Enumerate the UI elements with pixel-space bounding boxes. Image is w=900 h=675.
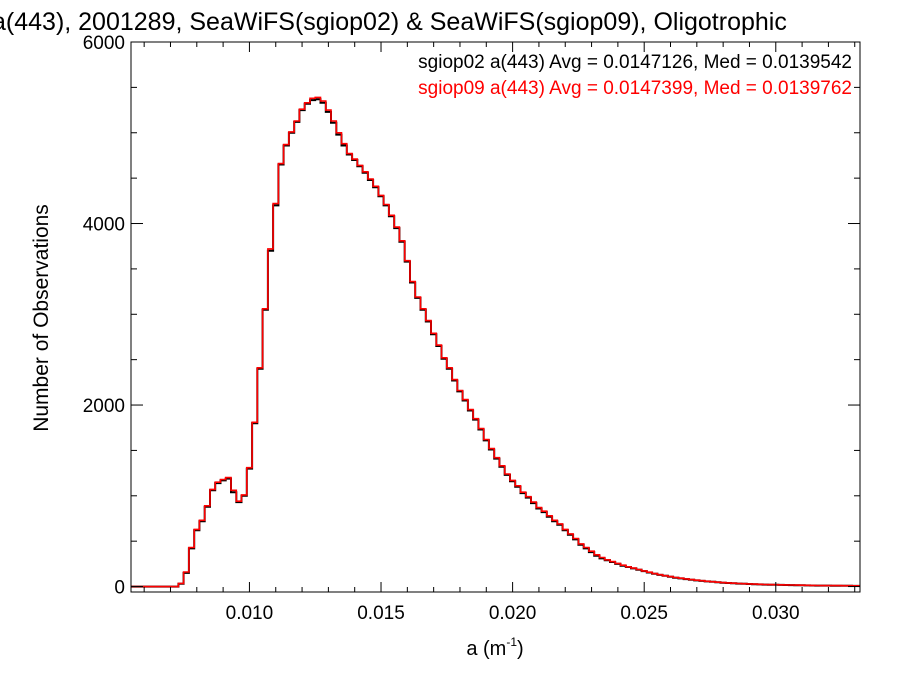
y-tick-label: 0 bbox=[114, 578, 125, 599]
x-axis-label: a (m-1) bbox=[466, 635, 523, 660]
legend-entry-1: sgiop02 a(443) Avg = 0.0147126, Med = 0.… bbox=[418, 52, 852, 73]
x-tick-label: 0.015 bbox=[357, 603, 405, 624]
y-axis: 0 2000 4000 6000 bbox=[83, 33, 860, 599]
x-axis: 0.010 0.015 0.020 0.025 0.030 bbox=[143, 42, 856, 624]
legend-entry-2: sgiop09 a(443) Avg = 0.0147399, Med = 0.… bbox=[418, 78, 852, 99]
series-line-2 bbox=[131, 96, 860, 588]
x-tick-label: 0.030 bbox=[752, 603, 800, 624]
x-tick-label: 0.025 bbox=[620, 603, 668, 624]
x-axis-label-superscript: -1 bbox=[506, 635, 517, 649]
chart-title: a(443), 2001289, SeaWiFS(sgiop02) & SeaW… bbox=[0, 8, 787, 36]
legend: sgiop02 a(443) Avg = 0.0147126, Med = 0.… bbox=[418, 52, 852, 99]
y-tick-label: 6000 bbox=[83, 33, 125, 54]
x-tick-label: 0.020 bbox=[489, 603, 537, 624]
y-axis-label: Number of Observations bbox=[30, 204, 53, 432]
plot-frame bbox=[130, 41, 861, 593]
x-axis-label-close: ) bbox=[517, 638, 524, 660]
x-axis-label-text: a (m bbox=[466, 638, 506, 660]
x-tick-label: 0.010 bbox=[226, 603, 274, 624]
plot-area bbox=[131, 96, 860, 588]
y-tick-label: 2000 bbox=[83, 396, 125, 417]
y-tick-label: 4000 bbox=[83, 215, 125, 236]
